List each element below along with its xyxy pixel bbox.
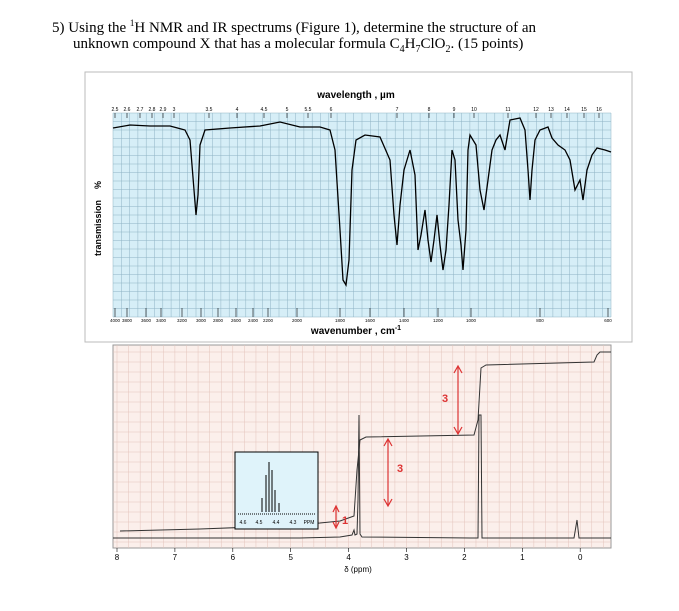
bottom-tick-label: 1000 <box>466 318 477 323</box>
top-tick-label: 5.5 <box>305 107 312 113</box>
inset-tick-label: 4.5 <box>256 520 263 526</box>
y-axis-unit: % <box>93 181 103 189</box>
bottom-tick-label: 2800 <box>213 318 224 323</box>
x-tick-label: 4 <box>346 553 351 562</box>
x-tick-label: 7 <box>173 553 178 562</box>
question-text: H NMR and IR spectrums (Figure 1), deter… <box>134 20 536 36</box>
formula-element: H <box>404 36 416 52</box>
bottom-tick-label: 4000 <box>110 318 121 323</box>
formula: C4H7ClO2 <box>389 36 451 55</box>
ir-spectrum <box>112 117 612 287</box>
top-tick-label: 13 <box>548 107 554 113</box>
nmr-axis-label: δ (ppm) <box>344 565 372 574</box>
question-number: 5) <box>52 20 65 36</box>
label-text: wavenumber , cm <box>310 326 395 337</box>
integration-label: 1 <box>342 515 348 527</box>
bottom-tick-label: 600 <box>604 318 612 323</box>
label-sup: -1 <box>395 325 401 332</box>
top-axis-label: wavelength , µm <box>316 90 395 101</box>
top-tick-label: 4 <box>236 107 239 113</box>
bottom-tick-label: 3600 <box>141 318 152 323</box>
top-tick-label: 2.8 <box>149 107 156 113</box>
question-line-1: 5) Using the 1H NMR and IR spectrums (Fi… <box>52 18 536 37</box>
integration-label: 3 <box>397 463 403 475</box>
question-line-2: unknown compound X that has a molecular … <box>73 36 523 55</box>
nmr-spectrum <box>113 414 611 539</box>
bottom-tick-label: 800 <box>536 318 544 323</box>
integration-label: 3 <box>442 393 448 405</box>
arrowheads <box>383 437 393 508</box>
inset-tick-label: PPM <box>304 520 315 526</box>
top-tick-label: 3.5 <box>206 107 213 113</box>
top-tick-label: 12 <box>533 107 539 113</box>
inset-ticks: 4.6 4.5 4.4 4.3 PPM <box>240 520 315 526</box>
x-tick-label: 0 <box>578 553 583 562</box>
top-tick-label: 6 <box>330 107 333 113</box>
nmr-ticks: 8 7 6 5 4 3 2 1 0 <box>115 548 583 562</box>
top-tick-label: 2.5 <box>112 107 119 113</box>
top-tick-label: 10 <box>471 107 477 113</box>
bottom-tick-label: 2200 <box>263 318 274 323</box>
top-tick-label: 11 <box>505 107 510 113</box>
formula-subscript: 7 <box>415 44 421 55</box>
inset-tick-label: 4.4 <box>273 520 280 526</box>
integration-labels: 3 3 1 <box>342 393 448 527</box>
formula-element: C <box>389 36 400 52</box>
inset-tick-label: 4.6 <box>240 520 247 526</box>
formula-subscript: 2 <box>445 44 451 55</box>
x-tick-label: 8 <box>115 553 120 562</box>
x-tick-label: 5 <box>288 553 293 562</box>
ir-grid <box>112 112 612 318</box>
formula-element: ClO <box>420 36 446 52</box>
top-tick-label: 2.6 <box>124 107 131 113</box>
bottom-tick-label: 3400 <box>156 318 167 323</box>
bottom-tick-label: 1800 <box>335 318 346 323</box>
arrowheads <box>453 364 463 436</box>
inset <box>234 451 319 530</box>
x-tick-label: 6 <box>231 553 236 562</box>
x-tick-label: 3 <box>404 553 409 562</box>
bottom-tick-label: 3000 <box>196 318 207 323</box>
top-tick-label: 16 <box>596 107 602 113</box>
inset-tick-label: 4.3 <box>290 520 297 526</box>
question-text: . (15 points) <box>450 36 524 52</box>
inset-multiplet <box>238 462 315 515</box>
top-tick-label: 8 <box>428 107 431 113</box>
ir-ticks: 2.5 2.6 2.7 2.8 2.9 3 3.5 4 4.5 5 5.5 6 7 8 9 10 11 12 13 1… <box>110 107 612 323</box>
bottom-tick-label: 2000 <box>292 318 303 323</box>
y-axis-label: transmission <box>93 200 103 256</box>
bottom-tick-label: 2400 <box>248 318 259 323</box>
top-tick-label: 14 <box>564 107 570 113</box>
top-tick-label: 3 <box>173 107 176 113</box>
top-tick-label: 15 <box>581 107 587 113</box>
top-tick-label: 7 <box>396 107 399 113</box>
bottom-tick-label: 3800 <box>122 318 133 323</box>
arrowheads <box>332 504 340 530</box>
top-tick-label: 4.5 <box>261 107 268 113</box>
bottom-tick-label: 1400 <box>399 318 410 323</box>
bottom-tick-label: 1600 <box>365 318 376 323</box>
bottom-tick-label: 2600 <box>231 318 242 323</box>
top-tick-label: 2.7 <box>137 107 144 113</box>
x-tick-label: 2 <box>462 553 467 562</box>
bottom-tick-label: 1200 <box>433 318 444 323</box>
nmr-plot-bg <box>112 344 612 549</box>
question-text: unknown compound X that has a molecular … <box>73 36 390 52</box>
superscript: 1 <box>129 18 135 28</box>
x-tick-label: 1 <box>520 553 525 562</box>
top-tick-label: 9 <box>453 107 456 113</box>
bottom-tick-label: 3200 <box>177 318 188 323</box>
bottom-axis-label: wavenumber , cm-1 <box>310 325 401 337</box>
top-tick-label: 2.9 <box>160 107 167 113</box>
top-tick-label: 5 <box>286 107 289 113</box>
formula-subscript: 4 <box>399 44 405 55</box>
question-text: Using the <box>68 20 130 36</box>
integration-arrows <box>332 364 463 530</box>
